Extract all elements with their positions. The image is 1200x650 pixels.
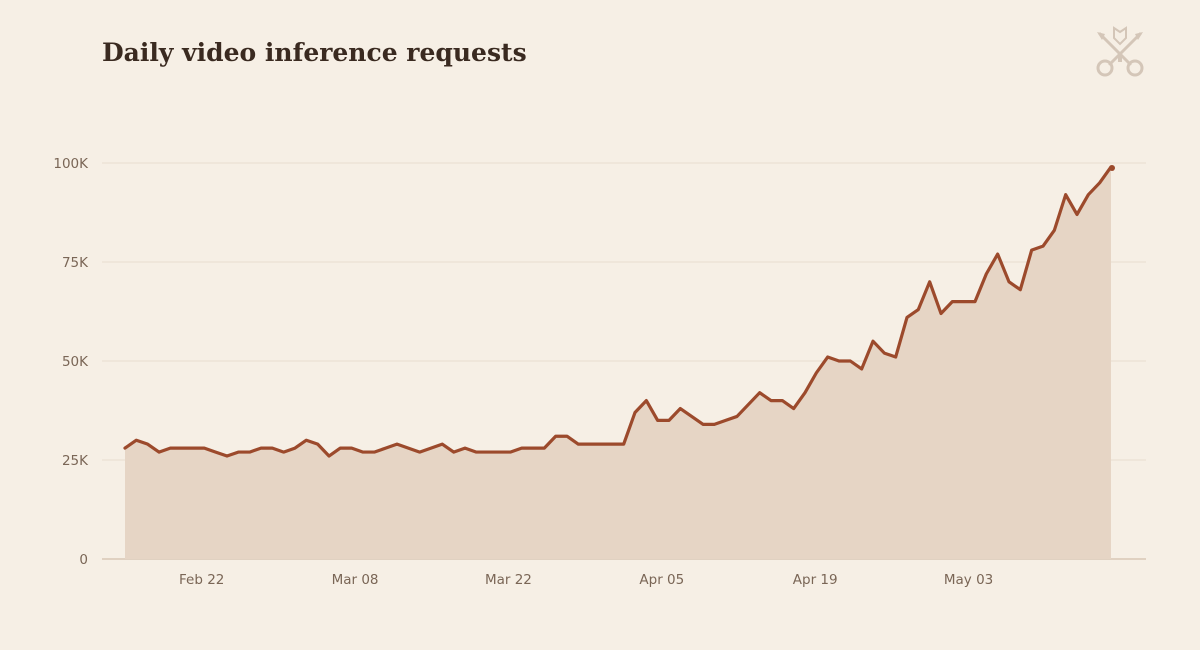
chart-title: Daily video inference requests (102, 38, 527, 67)
y-tick-label: 75K (62, 255, 89, 271)
y-tick-label: 25K (62, 453, 89, 469)
series-area (125, 166, 1111, 559)
x-tick-label: Apr 19 (793, 572, 838, 588)
y-tick-label: 50K (62, 354, 89, 370)
y-tick-label: 0 (79, 552, 88, 568)
x-tick-label: Apr 05 (639, 572, 684, 588)
y-tick-label: 100K (53, 156, 89, 172)
x-tick-label: Feb 22 (179, 572, 224, 588)
series-line (123, 165, 1113, 458)
x-tick-label: Mar 22 (485, 572, 532, 588)
x-tick-label: May 03 (944, 572, 993, 588)
x-tick-label: Mar 08 (332, 572, 379, 588)
series-end-point (1109, 165, 1115, 171)
crossed-keys-icon (1096, 26, 1144, 77)
